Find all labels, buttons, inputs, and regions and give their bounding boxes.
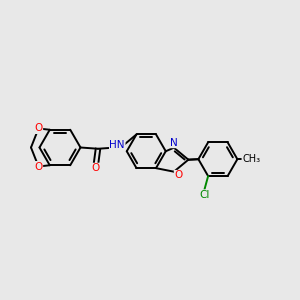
Text: HN: HN: [110, 140, 125, 150]
Text: O: O: [34, 124, 43, 134]
Text: N: N: [170, 138, 178, 148]
Text: Cl: Cl: [199, 190, 210, 200]
Text: O: O: [92, 163, 100, 173]
Text: O: O: [174, 170, 182, 180]
Text: CH₃: CH₃: [242, 154, 260, 164]
Text: O: O: [34, 161, 43, 172]
